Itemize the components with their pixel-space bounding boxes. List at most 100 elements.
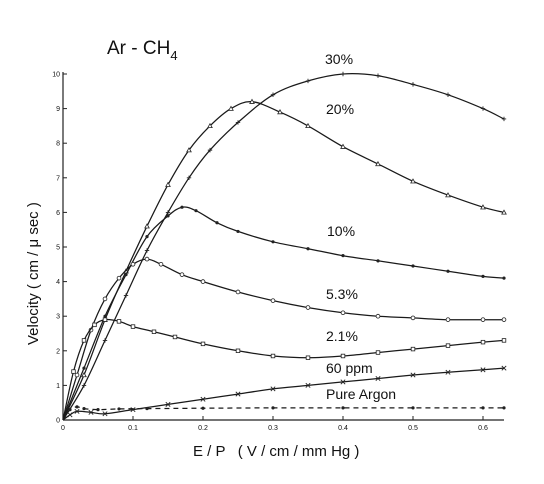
circle-marker [410,315,416,321]
triangle-marker [249,98,255,104]
y-tick-label: 2 [56,348,60,355]
plus-marker [165,210,171,215]
dot-marker [306,247,310,251]
square-marker [305,355,311,360]
triangle-marker [277,109,283,115]
plus-marker [445,92,451,97]
series-line [62,367,505,421]
plus-marker [102,338,108,343]
y-tick-label: 7 [56,175,60,182]
triangle-marker [305,122,311,129]
series-line [62,101,505,421]
square-marker [375,350,381,355]
square-marker [151,329,157,334]
dot-marker [502,276,506,280]
dot-marker [180,205,184,209]
triangle-marker [410,178,416,184]
series-label-5-3pct: 5.3% [326,286,358,302]
series-line [62,258,504,421]
triangle-marker [501,209,507,215]
square-marker [340,353,346,359]
square-marker [445,343,451,348]
plus-marker [81,383,87,388]
x-marker [445,369,451,375]
plus-marker [501,116,507,122]
circle-marker [158,261,164,267]
circle-marker [179,272,185,277]
series-group [62,71,507,421]
circle-marker [130,261,136,267]
series-pure-argon [62,405,506,421]
dot-marker [502,406,506,410]
x-marker [375,375,381,381]
series-2-1pct [62,317,507,421]
y-tick-label: 4 [56,279,60,286]
dot-marker [411,264,415,268]
circle-marker [102,296,108,302]
series-line [62,406,504,421]
triangle-marker [186,147,192,153]
plus-marker [270,92,276,97]
dot-marker [236,229,240,234]
series-label-20pct: 20% [326,101,354,117]
triangle-marker [165,181,171,187]
square-marker [116,319,122,324]
circle-marker [305,305,311,310]
dot-marker [82,406,86,411]
y-tick-label: 6 [56,210,60,217]
x-marker [305,382,311,388]
chart-title-subscript: 4 [170,48,177,63]
square-marker [270,353,276,359]
circle-marker [270,298,276,303]
dot-marker [124,273,128,277]
triangle-marker [144,223,150,229]
x-marker [480,367,486,373]
dot-marker [103,314,107,318]
y-tick-label: 0 [56,418,60,425]
x-marker [270,386,276,392]
x-marker [74,408,80,414]
triangle-marker [207,122,213,129]
square-marker [172,334,178,340]
dot-marker [271,240,275,244]
series-10pct [62,205,506,421]
labels: Ar - CH4 E / P ( V / cm / mm Hg ) Veloci… [25,38,396,460]
x-marker [501,365,507,371]
square-marker [480,339,486,345]
dot-marker [341,406,345,410]
circle-marker [235,289,241,295]
series-30pct [62,71,507,421]
triangle-marker [375,160,381,167]
series-label-10pct: 10% [327,223,355,239]
triangle-marker [81,371,87,378]
dot-marker [201,406,205,410]
x-marker [200,396,206,402]
plus-marker [123,293,129,298]
x-marker [67,412,73,418]
circle-marker [340,310,346,316]
x-marker [235,391,241,397]
y-axis-title: Velocity ( cm / μ sec ) [25,202,42,345]
circle-marker [445,317,451,322]
plus-marker [480,106,486,111]
x-tick-label: 0.6 [478,425,488,432]
triangle-marker [480,204,486,210]
dot-marker [96,408,100,412]
plus-marker [186,175,192,180]
series-label-30pct: 30% [325,51,353,67]
circle-marker [200,279,206,284]
triangle-marker [445,192,451,198]
dot-marker [271,406,275,410]
series-line [62,73,505,421]
square-marker [130,324,136,329]
chart-title: Ar - CH4 [107,38,178,63]
circle-marker [74,372,80,378]
series-line [62,206,505,421]
dot-marker [446,269,450,273]
dot-marker [194,209,198,213]
series-5-3pct [62,256,507,421]
circle-marker [375,313,381,319]
dot-marker [82,366,86,370]
x-marker [340,379,346,385]
